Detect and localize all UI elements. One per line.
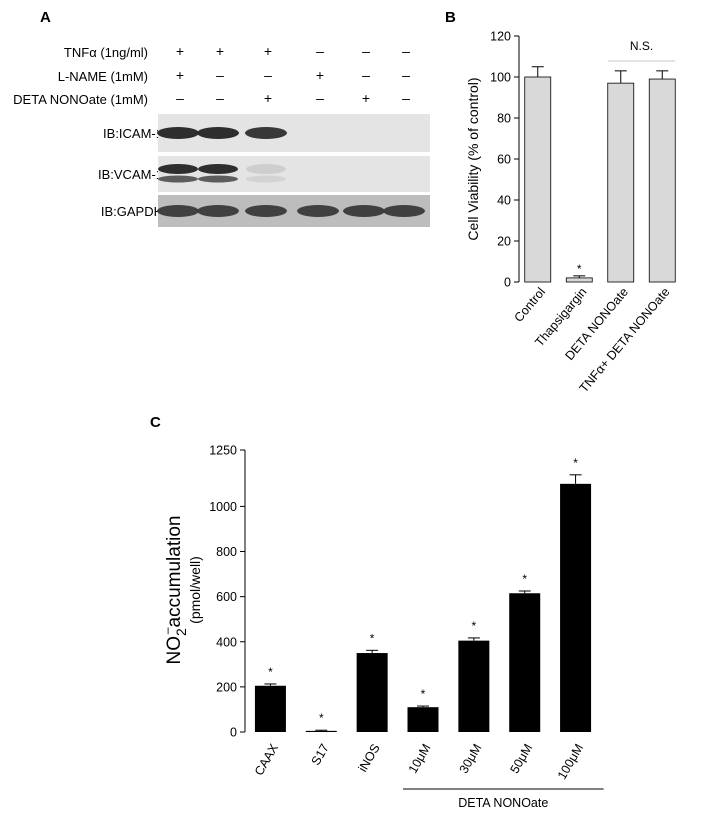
blot-band (246, 175, 286, 183)
panel-label-a: A (40, 9, 51, 26)
y-axis-label: Cell Viability (% of control) (465, 77, 481, 240)
condition-sign: – (316, 90, 324, 106)
no2-accumulation-chart: 0 200 400 600 800 1000 1250 * CAAX * S17 * iNOS * 10μM… (160, 444, 604, 810)
y-label-subscript: 2 (173, 628, 189, 636)
blot-band (198, 164, 238, 174)
significance-star: * (319, 711, 324, 725)
condition-label: L-NAME (1mM) (58, 69, 148, 84)
category-label: 50μM (507, 742, 535, 776)
bar (356, 653, 388, 732)
y-tick-label: 1000 (209, 500, 237, 514)
y-tick-label: 400 (216, 635, 237, 649)
western-blot-panel: TNFα (1ng/ml) + + + – – – L-NAME (1mM) + – – + – – DET… (13, 43, 430, 227)
bar (565, 277, 593, 283)
condition-sign: + (264, 90, 272, 106)
y-tick-label: 800 (216, 545, 237, 559)
blot-band (198, 175, 238, 183)
significance-star: * (522, 572, 527, 586)
y-label-part: NO (164, 636, 185, 665)
y-tick-label: 20 (497, 235, 511, 249)
condition-sign: – (216, 90, 224, 106)
group-label: DETA NONOate (458, 796, 548, 810)
blot-band (157, 127, 199, 139)
panel-label-c: C (150, 414, 161, 431)
y-axis-label-line2: (pmol/well) (187, 556, 203, 624)
bar (560, 483, 592, 732)
bar (305, 730, 337, 732)
bar (509, 593, 541, 732)
bar (254, 685, 286, 732)
significance-star: * (370, 631, 375, 645)
comparison-label: N.S. (630, 39, 653, 53)
significance-star: * (577, 262, 582, 276)
cell-viability-chart: 020406080100120Control*ThapsigarginDETA … (465, 30, 676, 395)
y-axis-label: NO2–accumulation (160, 516, 189, 665)
blot-row-label: IB:VCAM-1 (98, 167, 163, 182)
condition-sign: – (176, 90, 184, 106)
blot-band (157, 205, 199, 217)
category-label: 30μM (457, 742, 485, 776)
y-tick-label: 0 (504, 276, 511, 290)
bar (407, 707, 439, 732)
significance-star: * (268, 665, 273, 679)
condition-sign: + (176, 43, 184, 59)
category-label: S17 (309, 741, 332, 767)
blot-band (246, 164, 286, 174)
blot-band (245, 127, 287, 139)
condition-sign: + (264, 43, 272, 59)
blot-band (197, 205, 239, 217)
blot-membrane (158, 156, 430, 192)
significance-star: * (573, 456, 578, 470)
blot-band (343, 205, 385, 217)
condition-sign: + (216, 43, 224, 59)
condition-sign: – (362, 43, 370, 59)
y-tick-label: 40 (497, 194, 511, 208)
condition-sign: – (402, 67, 410, 83)
condition-sign: – (264, 67, 272, 83)
condition-sign: + (362, 90, 370, 106)
condition-sign: + (316, 67, 324, 83)
condition-label: TNFα (1ng/ml) (64, 45, 148, 60)
y-tick-label: 80 (497, 112, 511, 126)
condition-sign: – (402, 43, 410, 59)
condition-label: DETA NONOate (1mM) (13, 92, 148, 107)
condition-sign: – (402, 90, 410, 106)
blot-band (297, 205, 339, 217)
blot-row-label: IB:GAPDH (101, 204, 163, 219)
significance-star: * (421, 687, 426, 701)
condition-sign: – (362, 67, 370, 83)
category-label: 100μM (555, 742, 586, 782)
panel-label-b: B (445, 9, 456, 26)
condition-sign: – (316, 43, 324, 59)
significance-star: * (472, 619, 477, 633)
blot-band (245, 205, 287, 217)
y-tick-label: 0 (230, 726, 237, 740)
bar (648, 78, 676, 283)
condition-sign: – (216, 67, 224, 83)
category-label: iNOS (356, 742, 383, 775)
bar (524, 76, 552, 283)
y-tick-label: 1250 (209, 444, 237, 458)
category-label: 10μM (406, 742, 434, 776)
y-tick-label: 200 (216, 680, 237, 694)
category-label: CAAX (252, 741, 281, 778)
blot-band (158, 164, 198, 174)
bar (458, 640, 490, 732)
y-tick-label: 120 (490, 30, 511, 44)
y-label-superscript: – (160, 627, 174, 634)
y-tick-label: 100 (490, 71, 511, 85)
blot-band (158, 175, 198, 183)
condition-sign: + (176, 67, 184, 83)
y-label-part: accumulation (164, 516, 185, 628)
category-label: Control (511, 285, 548, 325)
y-tick-label: 600 (216, 590, 237, 604)
blot-row-label: IB:ICAM-1 (103, 126, 163, 141)
blot-band (197, 127, 239, 139)
blot-band (383, 205, 425, 217)
bar (607, 82, 635, 283)
y-tick-label: 60 (497, 153, 511, 167)
